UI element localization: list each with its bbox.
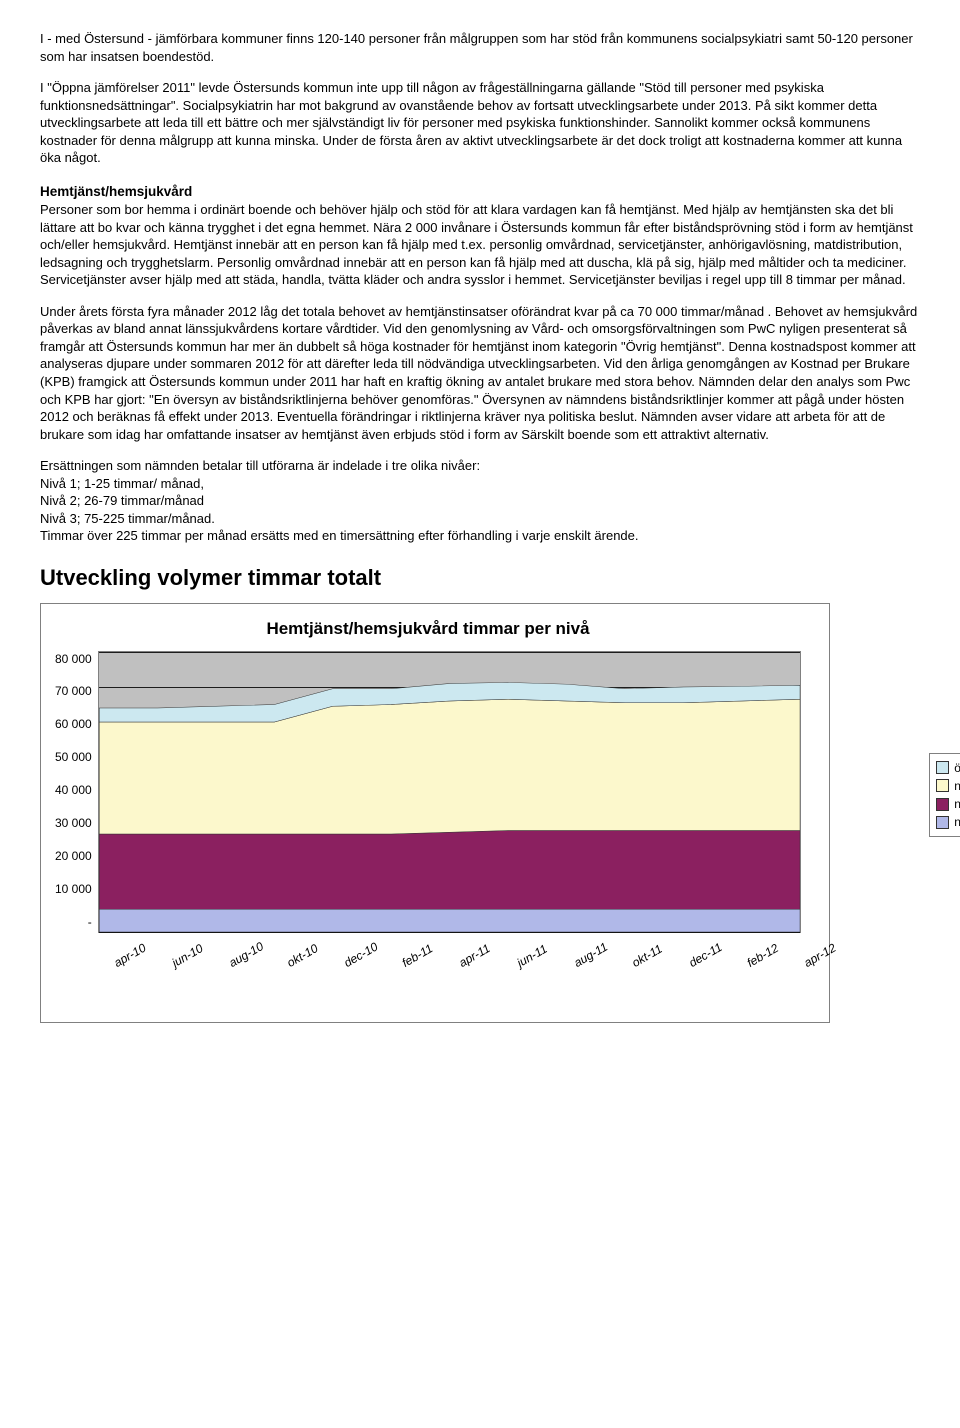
x-tick-label: apr-11 xyxy=(456,957,464,971)
x-tick-label: feb-11 xyxy=(399,957,407,971)
y-tick-label: 40 000 xyxy=(55,782,92,798)
legend-swatch xyxy=(936,816,949,829)
list-item: Nivå 3; 75-225 timmar/månad. xyxy=(40,510,920,528)
list-item: Timmar över 225 timmar per månad ersätts… xyxy=(40,527,920,545)
x-tick-label: aug-11 xyxy=(571,957,579,971)
body-paragraph: I "Öppna jämförelser 2011" levde Östersu… xyxy=(40,79,920,167)
plot-area xyxy=(98,651,801,933)
y-tick-label: 20 000 xyxy=(55,848,92,864)
legend-item: nivå1 xyxy=(936,814,960,830)
y-tick-label: 60 000 xyxy=(55,716,92,732)
legend-label: nivå1 xyxy=(954,814,960,830)
legend-label: över 225 xyxy=(954,760,960,776)
section-heading: Utveckling volymer timmar totalt xyxy=(40,563,920,593)
list-item: Nivå 2; 26-79 timmar/månad xyxy=(40,492,920,510)
body-paragraph: Under årets första fyra månader 2012 låg… xyxy=(40,303,920,443)
legend-swatch xyxy=(936,761,949,774)
y-tick-label: 50 000 xyxy=(55,749,92,765)
x-axis: apr-10 jun-10 aug-10 okt-10 dec-10 feb-11 apr-… xyxy=(111,951,801,973)
legend-item: nivå2 xyxy=(936,796,960,812)
body-paragraph: I - med Östersund - jämförbara kommuner … xyxy=(40,30,920,65)
x-tick-label: feb-12 xyxy=(744,957,752,971)
x-tick-label: jun-11 xyxy=(514,957,522,971)
legend-swatch xyxy=(936,798,949,811)
x-tick-label: okt-11 xyxy=(629,957,637,971)
y-tick-label: - xyxy=(88,914,92,930)
chart-title: Hemtjänst/hemsjukvård timmar per nivå xyxy=(55,618,801,641)
body-paragraph: Personer som bor hemma i ordinärt boende… xyxy=(40,201,920,289)
body-paragraph: Ersättningen som nämnden betalar till ut… xyxy=(40,457,920,475)
chart-legend: över 225 nivå3 nivå2 nivå1 xyxy=(929,753,960,838)
legend-item: nivå3 xyxy=(936,778,960,794)
x-tick-label: jun-10 xyxy=(169,957,177,971)
x-tick-label: apr-10 xyxy=(111,957,119,971)
x-tick-label: aug-10 xyxy=(226,957,234,971)
y-tick-label: 10 000 xyxy=(55,881,92,897)
y-axis: 80 000 70 000 60 000 50 000 40 000 30 000 20 0… xyxy=(55,651,98,931)
section-heading: Hemtjänst/hemsjukvård xyxy=(40,183,920,201)
legend-label: nivå3 xyxy=(954,778,960,794)
x-tick-label: dec-10 xyxy=(341,957,349,971)
y-tick-label: 70 000 xyxy=(55,683,92,699)
chart-container: Hemtjänst/hemsjukvård timmar per nivå 80… xyxy=(40,603,830,1023)
legend-label: nivå2 xyxy=(954,796,960,812)
x-tick-label: apr-12 xyxy=(801,957,809,971)
x-tick-label: okt-10 xyxy=(284,957,292,971)
y-tick-label: 80 000 xyxy=(55,651,92,667)
legend-item: över 225 xyxy=(936,760,960,776)
legend-swatch xyxy=(936,779,949,792)
list-item: Nivå 1; 1-25 timmar/ månad, xyxy=(40,475,920,493)
y-tick-label: 30 000 xyxy=(55,815,92,831)
x-tick-label: dec-11 xyxy=(686,957,694,971)
